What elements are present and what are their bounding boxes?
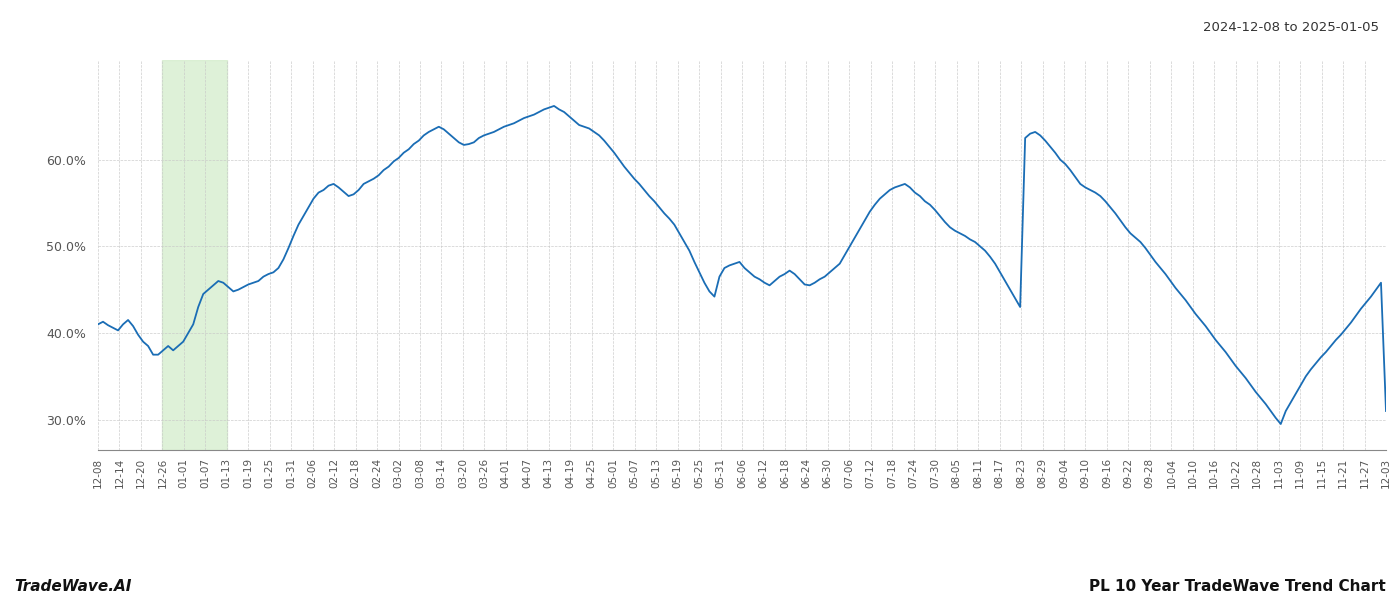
Text: PL 10 Year TradeWave Trend Chart: PL 10 Year TradeWave Trend Chart [1089, 579, 1386, 594]
Text: 2024-12-08 to 2025-01-05: 2024-12-08 to 2025-01-05 [1203, 21, 1379, 34]
Bar [162, 60, 227, 450]
Text: TradeWave.AI: TradeWave.AI [14, 579, 132, 594]
